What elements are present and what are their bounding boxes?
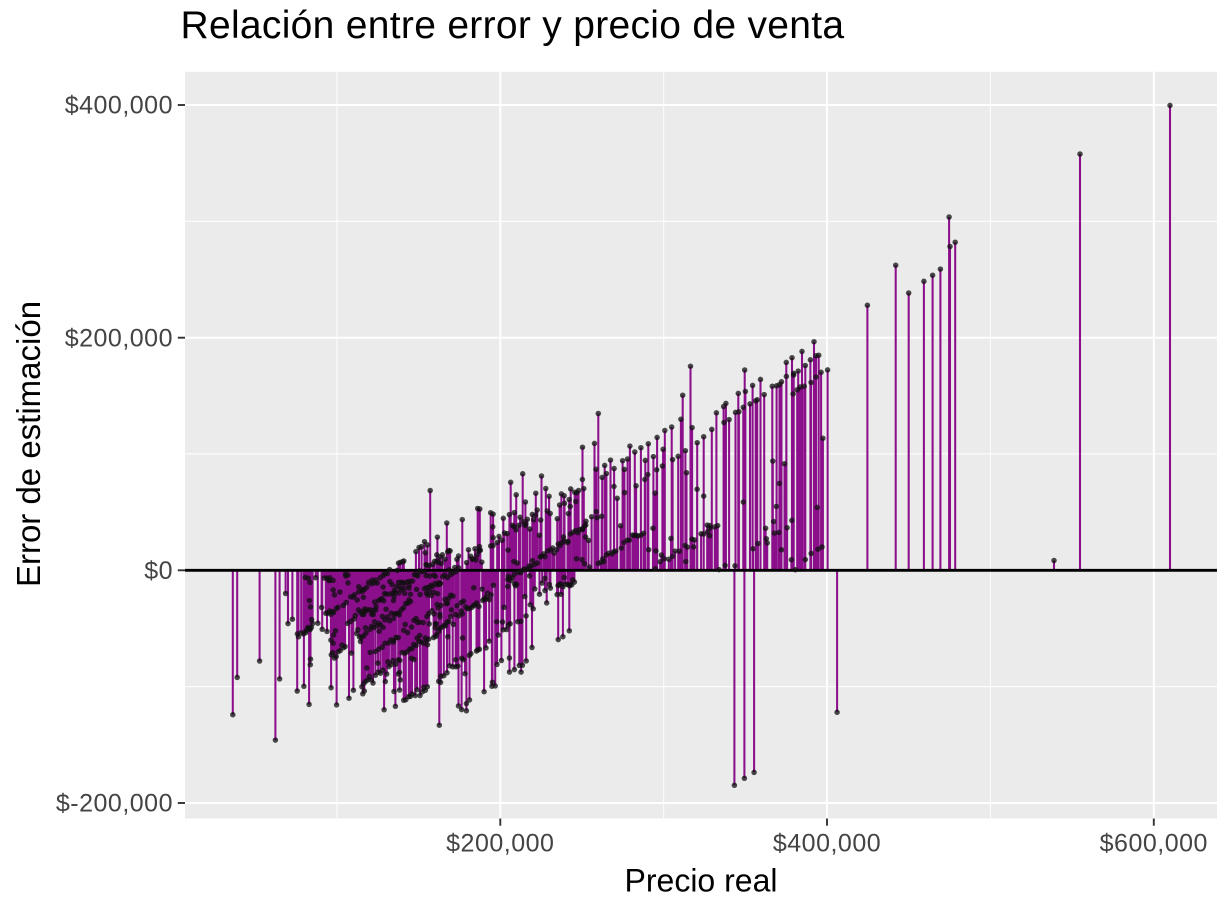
svg-text:Relación entre error y precio: Relación entre error y precio de venta xyxy=(181,4,845,47)
svg-text:$400,000: $400,000 xyxy=(773,830,881,858)
svg-text:$200,000: $200,000 xyxy=(65,324,173,352)
svg-text:$-200,000: $-200,000 xyxy=(56,790,173,818)
svg-text:$0: $0 xyxy=(144,557,173,585)
svg-text:$400,000: $400,000 xyxy=(65,92,173,120)
svg-text:Precio real: Precio real xyxy=(625,863,778,899)
svg-text:Error de estimación: Error de estimación xyxy=(10,301,47,587)
svg-text:$200,000: $200,000 xyxy=(446,830,554,858)
svg-text:$600,000: $600,000 xyxy=(1100,830,1208,858)
